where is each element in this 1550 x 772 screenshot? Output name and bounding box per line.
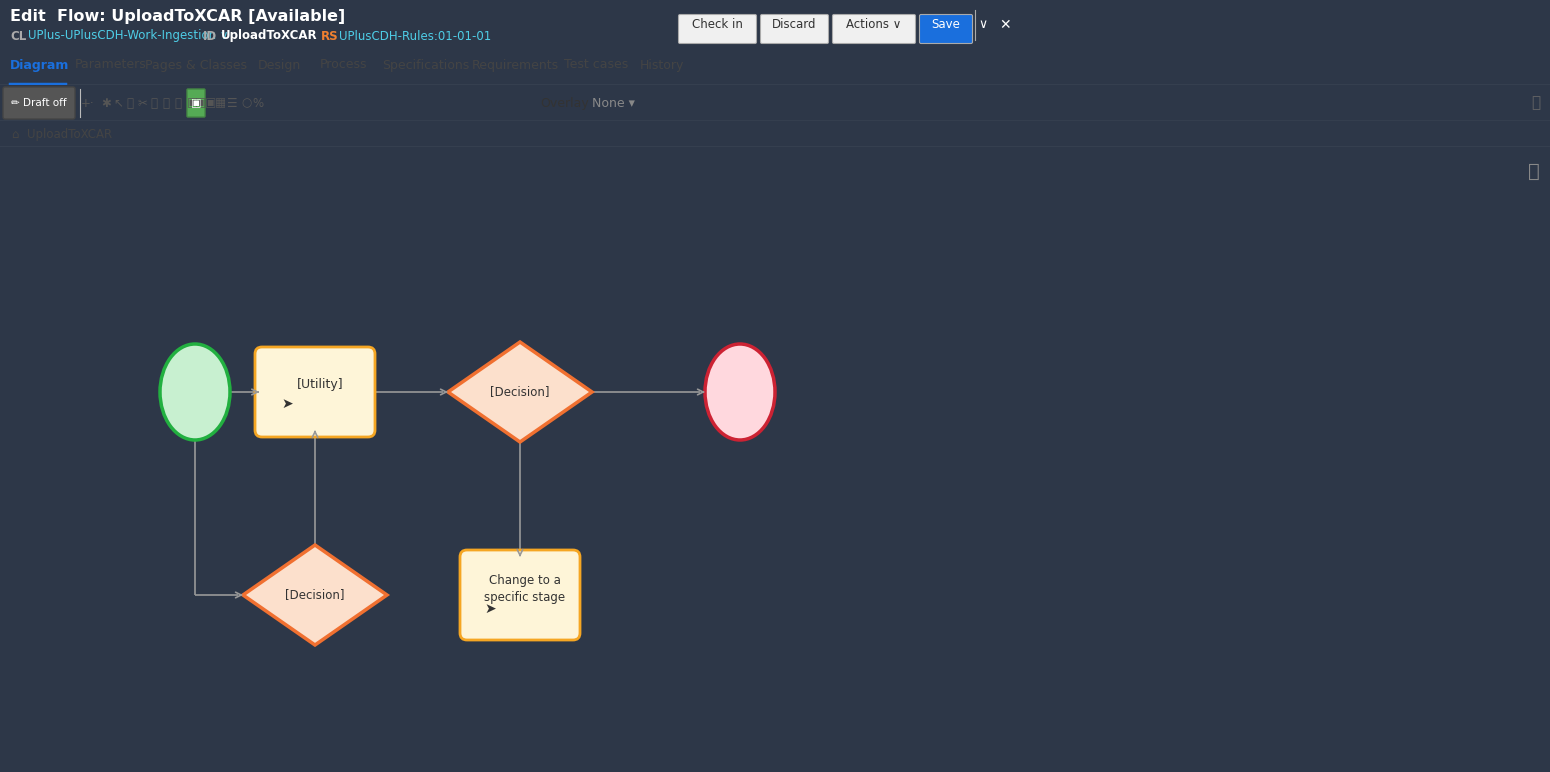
Text: Specifications: Specifications [381, 59, 470, 72]
Text: Parameters: Parameters [74, 59, 147, 72]
Text: 🗑: 🗑 [175, 96, 181, 110]
Text: Discard: Discard [772, 19, 817, 32]
Text: CL: CL [9, 29, 26, 42]
Text: ▦: ▦ [214, 96, 226, 110]
Text: Test cases: Test cases [564, 59, 628, 72]
Text: Actions ∨: Actions ∨ [846, 19, 902, 32]
FancyBboxPatch shape [832, 15, 916, 43]
Text: ☰: ☰ [226, 96, 237, 110]
Text: Requirements: Requirements [473, 59, 560, 72]
Text: ✏ Draft off: ✏ Draft off [11, 98, 67, 108]
Text: ⧉: ⧉ [163, 96, 169, 110]
FancyBboxPatch shape [761, 15, 829, 43]
Polygon shape [243, 545, 388, 645]
Ellipse shape [160, 344, 229, 440]
Text: ▣: ▣ [186, 96, 197, 110]
Text: RS: RS [321, 29, 338, 42]
Text: ⤢: ⤢ [1528, 162, 1541, 181]
Text: ✕: ✕ [1000, 18, 1011, 32]
Text: Diagram: Diagram [9, 59, 70, 72]
Text: UPlusCDH-Rules:01-01-01: UPlusCDH-Rules:01-01-01 [339, 29, 491, 42]
Text: Change to a
specific stage: Change to a specific stage [485, 574, 566, 604]
Text: Check in: Check in [691, 19, 742, 32]
Text: ⌂  UploadToXCAR: ⌂ UploadToXCAR [12, 127, 112, 141]
Text: ↖: ↖ [113, 96, 122, 110]
Text: %: % [253, 96, 264, 110]
Text: Save: Save [932, 19, 961, 32]
Text: ∨: ∨ [978, 19, 987, 32]
Text: UPlus-UPlusCDH-Work-Ingestion ∨: UPlus-UPlusCDH-Work-Ingestion ∨ [28, 29, 228, 42]
Text: History: History [640, 59, 685, 72]
Text: +·: +· [81, 96, 95, 110]
FancyBboxPatch shape [919, 15, 972, 43]
Text: Design: Design [257, 59, 301, 72]
FancyBboxPatch shape [188, 89, 205, 117]
Text: ➤: ➤ [281, 397, 293, 411]
Text: ○: ○ [240, 96, 251, 110]
Polygon shape [448, 342, 592, 442]
FancyBboxPatch shape [3, 87, 74, 119]
FancyBboxPatch shape [679, 15, 756, 43]
Text: None ▾: None ▾ [592, 96, 636, 110]
Text: ▣: ▣ [191, 98, 202, 108]
Text: ➤: ➤ [484, 602, 496, 616]
Text: Process: Process [319, 59, 367, 72]
Text: UploadToXCAR: UploadToXCAR [222, 29, 318, 42]
FancyBboxPatch shape [256, 347, 375, 437]
Text: Overlay: Overlay [539, 96, 589, 110]
Text: [Utility]: [Utility] [296, 378, 343, 391]
Text: ⧉: ⧉ [150, 96, 158, 110]
Text: ▣▣: ▣▣ [195, 96, 217, 110]
Text: ✋: ✋ [127, 96, 133, 110]
FancyBboxPatch shape [460, 550, 580, 640]
Text: ID: ID [203, 29, 217, 42]
Text: Edit  Flow: UploadToXCAR [Available]: Edit Flow: UploadToXCAR [Available] [9, 8, 346, 23]
Text: Pages & Classes: Pages & Classes [146, 59, 246, 72]
Text: [Decision]: [Decision] [490, 385, 550, 398]
Text: [Decision]: [Decision] [285, 588, 344, 601]
Ellipse shape [705, 344, 775, 440]
Text: ✂: ✂ [136, 96, 147, 110]
Text: ⤢: ⤢ [1531, 96, 1541, 110]
Text: ✱: ✱ [101, 96, 112, 110]
